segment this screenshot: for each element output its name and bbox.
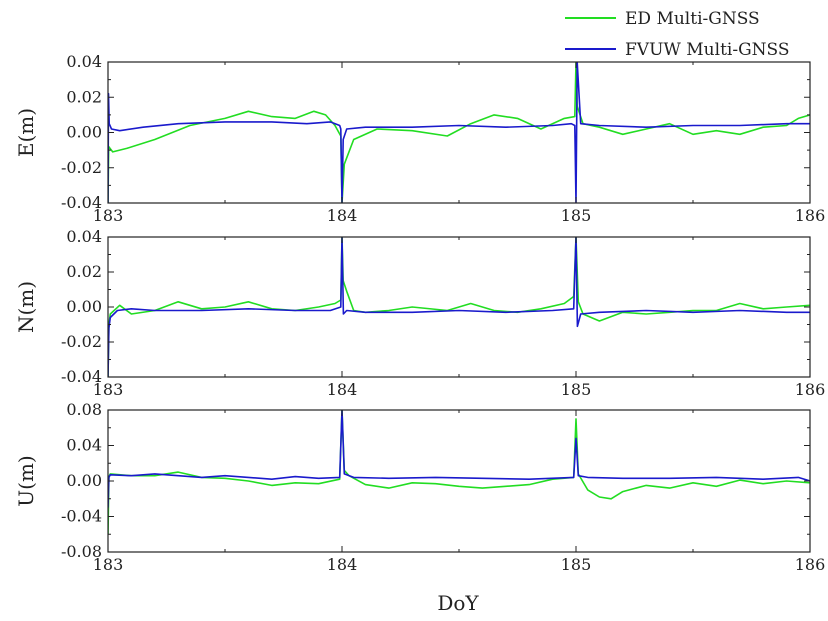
- x-tick-label: 184: [327, 555, 358, 574]
- y-tick-label: 0.04: [66, 436, 102, 455]
- x-tick-label: 184: [327, 380, 358, 399]
- x-tick-label: 186: [795, 555, 826, 574]
- series-fvuw-line: [108, 62, 810, 203]
- y-tick-label: -0.02: [61, 158, 102, 177]
- x-tick-label: 186: [795, 380, 826, 399]
- series-ed-line: [108, 237, 810, 377]
- y-tick-label: 0.02: [66, 87, 102, 106]
- legend-label-fvuw: FVUW Multi-GNSS: [625, 40, 790, 60]
- legend-label-ed: ED Multi-GNSS: [625, 9, 760, 29]
- y-tick-label: 0.00: [66, 471, 102, 490]
- y-tick-label: -0.04: [61, 367, 102, 386]
- y-tick-label: -0.04: [61, 507, 102, 526]
- series-ed-line: [108, 62, 810, 203]
- y-axis-label: U(m): [14, 455, 38, 506]
- x-tick-label: 183: [93, 206, 124, 225]
- plot-frame: [107, 409, 811, 553]
- y-tick-label: -0.08: [61, 542, 102, 561]
- series-ed-line: [108, 410, 810, 535]
- y-tick-label: 0.04: [66, 52, 102, 71]
- x-tick-label: 186: [795, 206, 826, 225]
- y-tick-label: 0.00: [66, 297, 102, 316]
- y-tick-label: 0.04: [66, 227, 102, 246]
- x-tick-label: 183: [93, 555, 124, 574]
- x-tick-label: 184: [327, 206, 358, 225]
- y-tick-label: -0.04: [61, 193, 102, 212]
- y-tick-label: 0.02: [66, 262, 102, 281]
- x-tick-label: 185: [561, 380, 592, 399]
- series-fvuw-line: [108, 410, 810, 508]
- series-fvuw-line: [108, 237, 810, 377]
- y-axis-label: E(m): [14, 108, 38, 157]
- y-tick-label: -0.02: [61, 332, 102, 351]
- x-axis-label: DoY: [437, 591, 479, 615]
- x-tick-label: 183: [93, 380, 124, 399]
- y-tick-label: 0.00: [66, 123, 102, 142]
- y-axis-label: N(m): [14, 281, 38, 333]
- x-tick-label: 185: [561, 206, 592, 225]
- x-tick-label: 185: [561, 555, 592, 574]
- y-tick-label: 0.08: [66, 400, 102, 419]
- legend: ED Multi-GNSS FVUW Multi-GNSS: [565, 9, 790, 60]
